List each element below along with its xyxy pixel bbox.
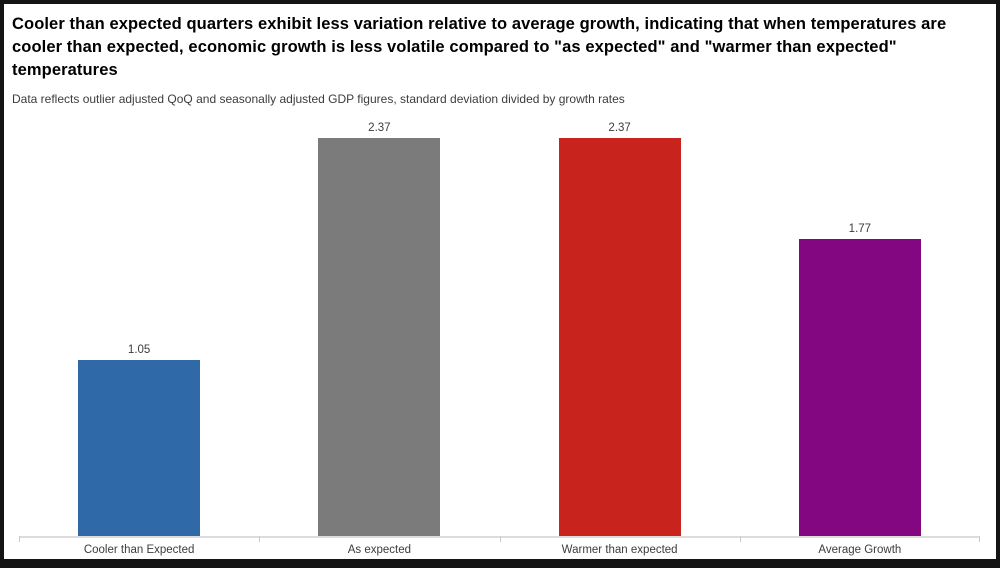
- x-axis-label-cooler-than-expected: Cooler than Expected: [83, 544, 195, 556]
- x-axis-labels: Cooler than Expected As expected Warmer …: [19, 544, 980, 556]
- bar-as-expected: 2.37: [318, 122, 441, 536]
- axis-tick: [979, 536, 980, 542]
- data-label: 1.05: [127, 343, 151, 356]
- x-axis-label-average-growth: Average Growth: [818, 544, 902, 556]
- category-slot-average-growth: 1.77: [740, 100, 980, 536]
- category-slot-as-expected: 2.37: [259, 100, 499, 536]
- data-label: 2.37: [368, 121, 391, 134]
- axis-tick: [19, 536, 20, 542]
- x-axis-label-as-expected: As expected: [347, 544, 412, 556]
- chart-title: Cooler than expected quarters exhibit le…: [12, 15, 947, 79]
- data-label: 2.37: [608, 121, 631, 134]
- plot-area: 1.05 2.37 2.37 1.77: [19, 100, 980, 536]
- chart-subtitle: Data reflects outlier adjusted QoQ and s…: [12, 92, 625, 107]
- axis-tick: [259, 536, 261, 542]
- axis-tick: [499, 536, 501, 542]
- x-axis-line: [19, 536, 980, 542]
- bar-average-growth: 1.77: [798, 223, 921, 536]
- data-label: 1.77: [848, 222, 872, 235]
- category-slot-warmer-than-expected: 2.37: [500, 100, 740, 536]
- x-axis-label-warmer-than-expected: Warmer than expected: [561, 544, 678, 556]
- axis-tick: [739, 536, 741, 542]
- bar-warmer-than-expected: 2.37: [558, 122, 681, 536]
- category-slot-cooler-than-expected: 1.05: [19, 100, 259, 536]
- bar-cooler-than-expected: 1.05: [78, 344, 201, 536]
